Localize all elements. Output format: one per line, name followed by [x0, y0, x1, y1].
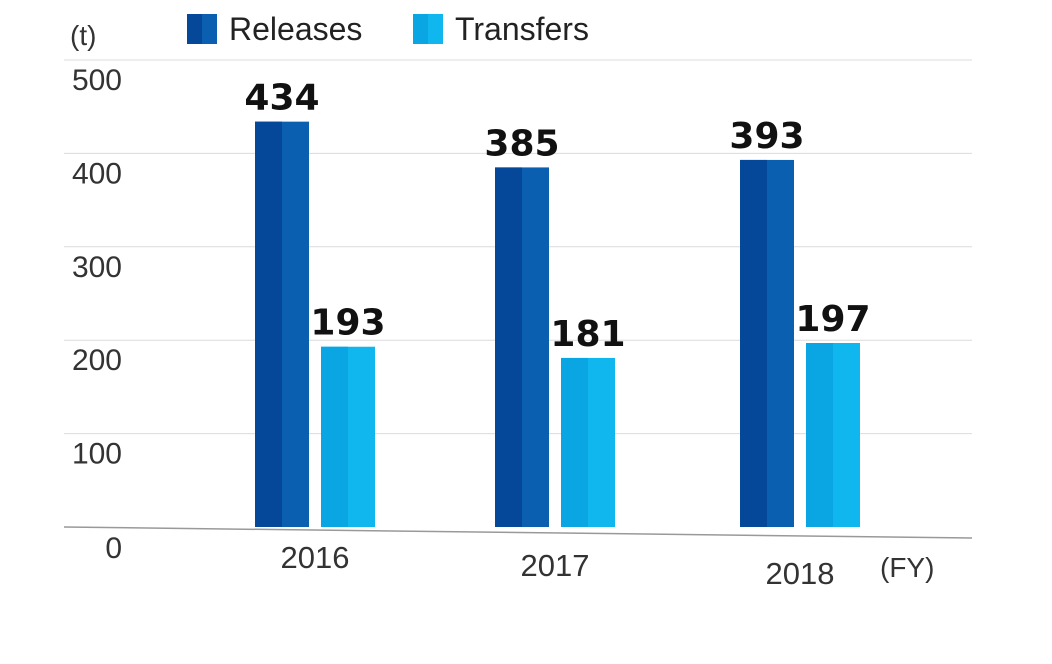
x-tick-label-2018: 2018	[766, 556, 835, 591]
bar-shade-releases-2016	[255, 121, 282, 528]
y-tick-label-500: 500	[72, 64, 122, 97]
value-label-transfers-2016: 193	[310, 303, 385, 344]
legend-swatch-shade-transfers	[413, 14, 428, 44]
y-tick-label-0: 0	[105, 532, 122, 565]
x-tick-label-2017: 2017	[521, 548, 590, 583]
bar-shade-releases-2017	[495, 167, 522, 527]
y-axis-unit: (t)	[70, 20, 96, 51]
y-tick-label-400: 400	[72, 157, 122, 190]
bar-shade-transfers-2017	[561, 357, 588, 527]
value-label-transfers-2018: 197	[795, 299, 870, 340]
value-label-transfers-2017: 181	[550, 314, 625, 355]
y-tick-label-300: 300	[72, 251, 122, 284]
bar-group-2017	[495, 167, 615, 527]
value-labels-layer: 434 193 385 181 393 197	[244, 78, 870, 355]
bar-group-2016	[255, 121, 375, 528]
legend-label-releases: Releases	[229, 11, 362, 47]
legend-item-transfers: Transfers	[413, 11, 589, 47]
y-tick-label-200: 200	[72, 344, 122, 377]
legend: Releases Transfers	[187, 11, 589, 47]
x-tick-label-2016: 2016	[281, 540, 350, 575]
x-axis-baseline	[63, 526, 973, 539]
y-tick-label-100: 100	[72, 438, 122, 471]
bar-group-2018	[740, 159, 860, 528]
value-label-releases-2016: 434	[244, 78, 319, 119]
legend-item-releases: Releases	[187, 11, 362, 47]
axis-layer: (t) (FY) 0 100 200 300 400 500 2016 2017 2018	[70, 20, 934, 591]
bars-layer	[255, 121, 860, 528]
value-label-releases-2018: 393	[729, 116, 804, 157]
bar-shade-releases-2018	[740, 159, 767, 528]
legend-swatch-shade-releases	[187, 14, 202, 44]
value-label-releases-2017: 385	[484, 123, 559, 164]
bar-shade-transfers-2016	[321, 346, 348, 527]
x-axis-unit: (FY)	[880, 552, 934, 583]
legend-label-transfers: Transfers	[455, 11, 589, 47]
bar-shade-transfers-2018	[806, 343, 833, 527]
